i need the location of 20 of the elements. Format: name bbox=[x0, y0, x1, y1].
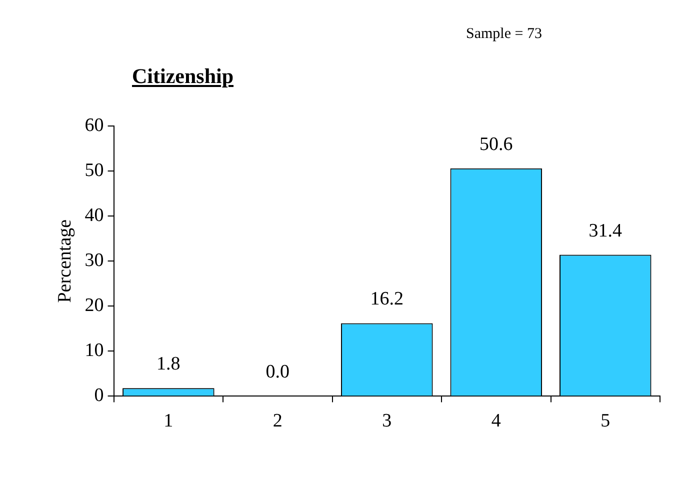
y-tick-label: 40 bbox=[84, 205, 104, 226]
data-label: 16.2 bbox=[370, 288, 404, 310]
x-tick-label: 3 bbox=[382, 410, 392, 432]
y-tick-label: 20 bbox=[84, 295, 104, 316]
text: Sample = 73 bbox=[466, 26, 542, 43]
y-tick-label: 0 bbox=[94, 385, 104, 406]
x-tick-label: 2 bbox=[272, 410, 282, 432]
y-axis-title: Percentage bbox=[54, 219, 76, 303]
data-label: 1.8 bbox=[156, 354, 180, 375]
y-tick-label: 60 bbox=[84, 114, 104, 136]
x-tick-label: 5 bbox=[600, 410, 610, 432]
data-label: 31.4 bbox=[588, 220, 623, 242]
y-tick-label: 50 bbox=[84, 160, 104, 182]
data-label: 50.6 bbox=[480, 134, 513, 155]
x-tick-label: 1 bbox=[164, 410, 174, 432]
y-tick-label: 30 bbox=[84, 250, 104, 272]
data-label: 0.0 bbox=[266, 362, 290, 383]
chart-title: Citizenship bbox=[132, 64, 234, 89]
y-tick-label: 10 bbox=[84, 340, 104, 362]
x-tick-label: 4 bbox=[491, 410, 502, 432]
